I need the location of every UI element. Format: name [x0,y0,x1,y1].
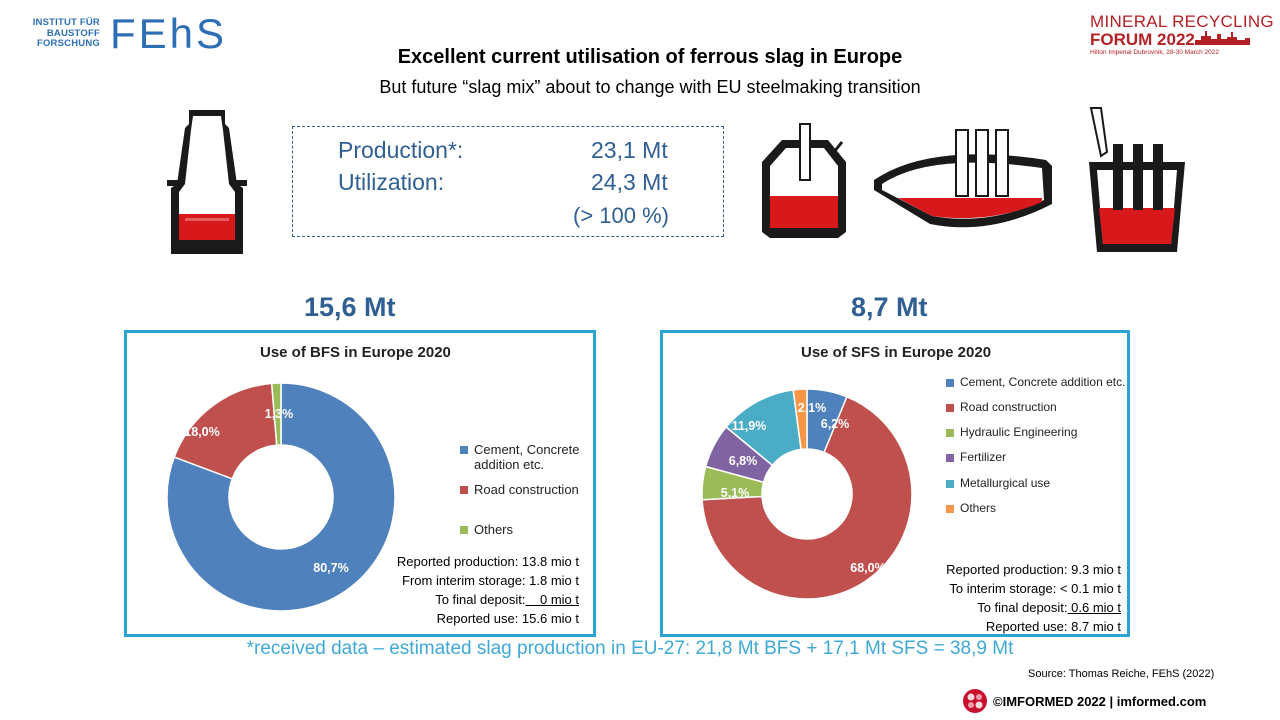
legend-swatch [946,379,954,387]
bfs-stat-production: Reported production: 13.8 mio t [396,554,579,569]
electric-arc-furnace-icon [874,129,1052,228]
bfs-stat-deposit-label: To final deposit: [435,592,526,607]
legend-swatch [946,480,954,488]
sfs-chart-title: Use of SFS in Europe 2020 [801,344,992,361]
slide-title: Excellent current utilisation of ferrous… [397,46,903,68]
production-label: Production*: [338,137,464,163]
legend-label: Cement, Concrete addition etc. [474,442,580,472]
slice-label: 6,8% [729,454,758,468]
utilization-percent: (> 100 %) [573,203,669,228]
utilization-value: 24,3 Mt [591,169,668,195]
legend-swatch [460,526,468,534]
bfs-legend-road: Road construction [460,482,579,497]
sfs-stat-deposit-label: To final deposit: [977,600,1068,615]
donut-slice-others [270,382,282,446]
bfs-stat-deposit: To final deposit: 0 mio t [435,592,579,607]
sfs-stat-deposit-value: 0.6 mio t [1067,600,1121,615]
sfs-legend-metallurgical: Metallurgical use [946,476,1050,490]
institute-line-3: FORSCHUNG [36,38,100,49]
bfs-legend-cement: Cement, Concrete addition etc. [460,442,600,472]
bfs-donut-chart: 80,7% 18,0% 1,3% [166,382,396,612]
bfs-total: 15,6 Mt [304,292,396,322]
sfs-donut-chart: 6,2% 68,0% 5,1% 6,8% 11,9% 2,1% [701,388,913,600]
sfs-stat-use: Reported use: 8.7 mio t [985,619,1121,634]
legend-swatch [946,429,954,437]
legend-label: Others [474,522,514,537]
legend-swatch [946,454,954,462]
sfs-legend-cement: Cement, Concrete addition etc. [946,375,1125,389]
fehs-logo-text: FEhS [110,12,227,54]
slice-label: 68,0% [850,561,885,575]
slice-label: 5,1% [721,486,750,500]
sfs-legend-hydraulic: Hydraulic Engineering [946,425,1077,439]
institute-line-1: INSTITUT FÜR [32,17,100,28]
slide-subtitle: But future “slag mix” about to change wi… [379,77,921,97]
bfs-stat-interim: From interim storage: 1.8 mio t [402,573,579,588]
slice-label: 6,2% [821,417,850,431]
production-value: 23,1 Mt [591,137,668,163]
sfs-stat-interim: To interim storage: < 0.1 mio t [949,581,1121,596]
sfs-legend-fertilizer: Fertilizer [946,450,1006,464]
slice-label: 1,3% [265,407,294,421]
legend-swatch [946,505,954,513]
institute-line-2: BAUSTOFF [46,27,100,39]
legend-label: Hydraulic Engineering [960,425,1078,439]
slice-label: 11,9% [732,419,767,433]
sfs-total: 8,7 Mt [851,292,928,322]
imformed-logo-icon [963,689,987,713]
donut-slice-road-construction [173,382,278,480]
donut-slice-road-construction [701,395,913,600]
institute-name: INSTITUT FÜR BAUSTOFF FORSCHUNG [30,17,100,50]
bfs-chart-title: Use of BFS in Europe 2020 [260,344,451,361]
sfs-legend-others: Others [946,501,996,515]
legend-label: Road construction [474,482,579,497]
fehs-logo: FEhS [110,12,227,54]
city-skyline-icon [1195,31,1250,45]
converter-icon [762,123,846,238]
slice-label: 80,7% [313,561,348,575]
bfs-stat-use: Reported use: 15.6 mio t [436,611,579,626]
footnote: *received data – estimated slag producti… [246,638,1014,659]
sfs-stat-production: Reported production: 9.3 mio t [946,562,1121,577]
legend-swatch [946,404,954,412]
legend-label: Metallurgical use [960,476,1051,490]
legend-swatch [460,446,468,454]
copyright: ©IMFORMED 2022 | imformed.com [993,694,1207,709]
production-summary-box: Production*: 23,1 Mt Utilization: 24,3 M… [292,126,724,237]
ladle-furnace-icon [1089,107,1185,252]
sfs-legend-road: Road construction [946,400,1057,414]
slice-label: 2,1% [798,401,827,415]
legend-label: Road construction [960,400,1057,414]
source-note: Source: Thomas Reiche, FEhS (2022) [1028,668,1215,680]
bfs-legend-others: Others [460,522,513,537]
legend-label: Cement, Concrete addition etc. [960,375,1126,389]
legend-label: Others [960,501,997,515]
blast-furnace-icon [167,110,247,254]
donut-slice-others [792,388,808,451]
forum-logo-line-2: FORUM 2022 [1090,30,1195,49]
utilization-label: Utilization: [338,169,445,195]
legend-swatch [460,486,468,494]
slice-label: 18,0% [184,425,219,439]
donut-slice-cement-concrete-addition-etc [166,382,396,612]
forum-logo-line-1: MINERAL RECYCLING [1090,12,1274,31]
forum-logo-line-3: Hilton Imperial Dubrovnik, 28-30 March 2… [1090,49,1219,56]
sfs-stat-deposit: To final deposit: 0.6 mio t [977,600,1121,615]
bfs-chart-panel: Use of BFS in Europe 2020 80,7% 18,0% 1,3%… [124,330,596,637]
legend-label: Fertilizer [960,450,1007,464]
sfs-chart-panel: Use of SFS in Europe 2020 6,2% 68,0% 5,1% 6… [660,330,1130,637]
bfs-stat-deposit-value: 0 mio t [525,592,579,607]
